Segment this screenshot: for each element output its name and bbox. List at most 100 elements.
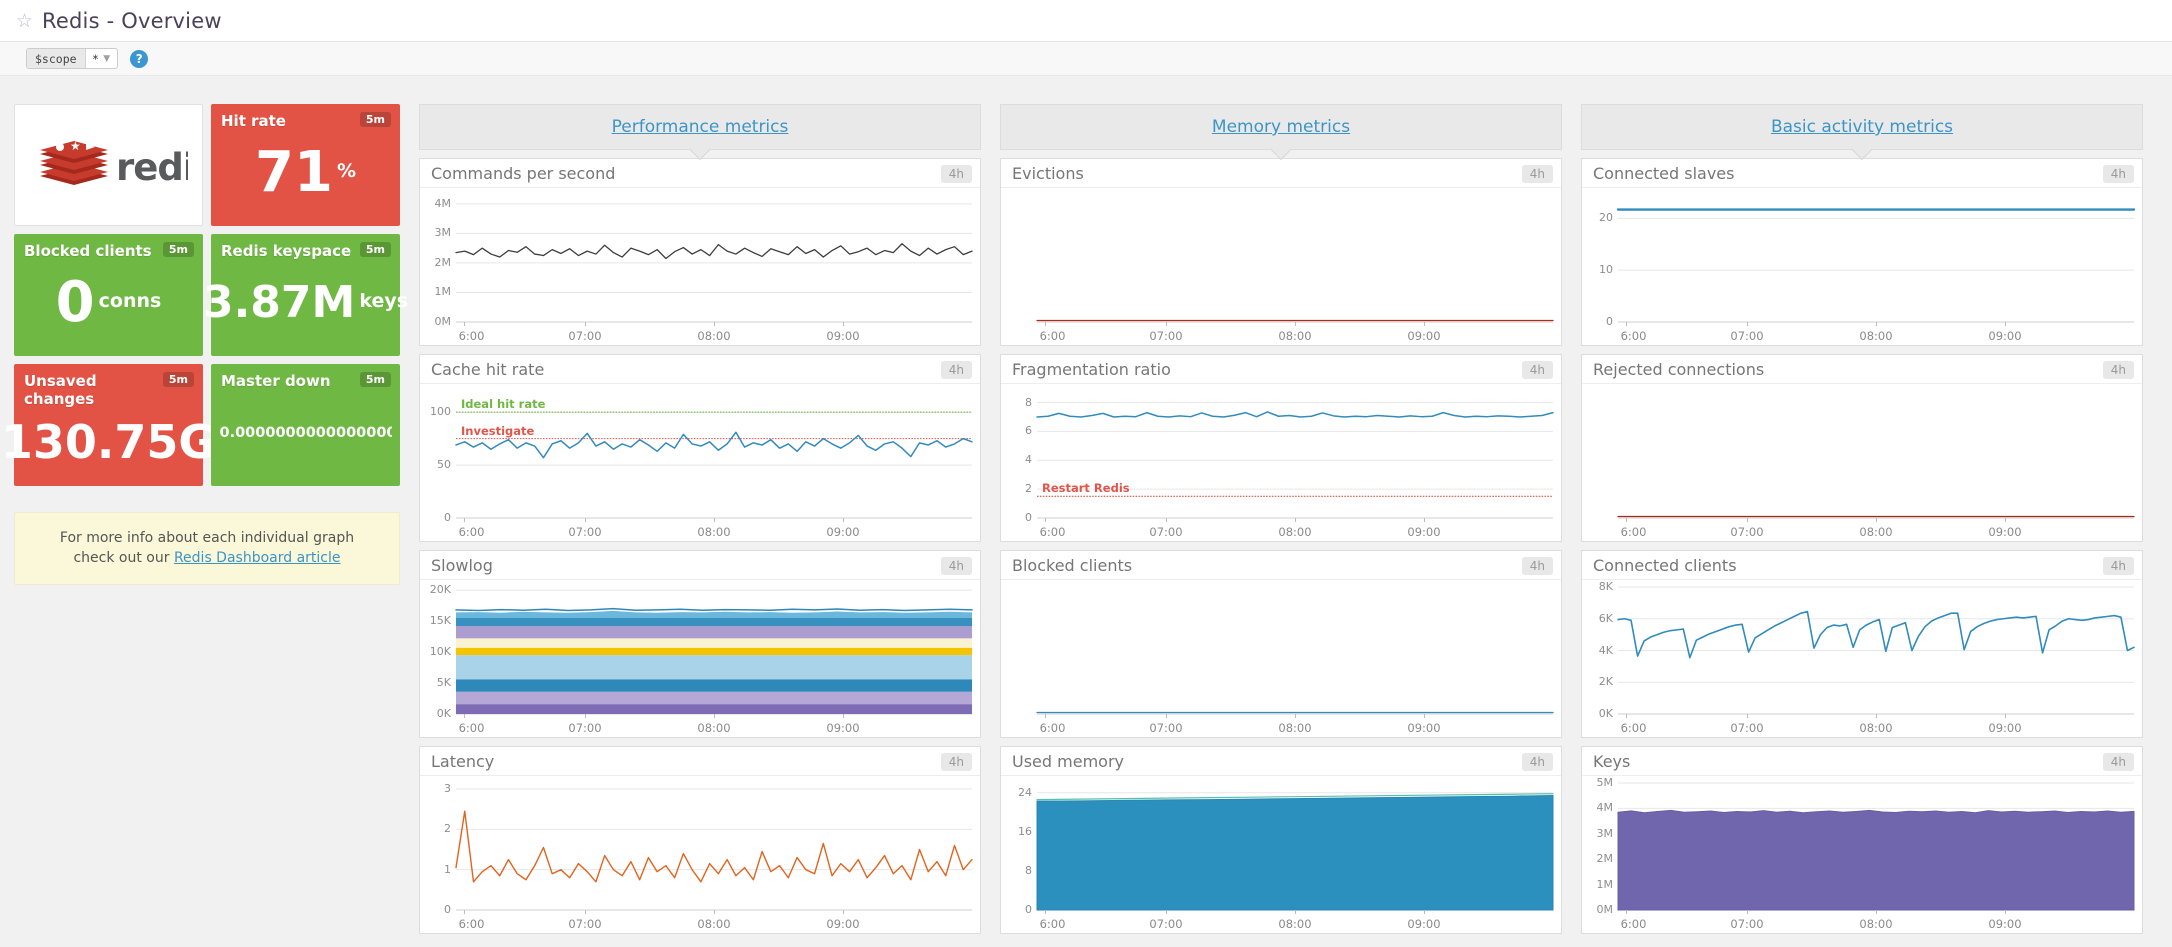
favorite-star-icon[interactable]: ☆ [16,9,34,32]
x-axis-tick-label: 07:00 [568,721,602,735]
tile-value: 3.87M [202,277,356,328]
column-activity: Basic activity metrics Connected slaves … [1581,104,2143,934]
help-icon[interactable]: ? [130,49,149,68]
y-axis-tick-label: 0 [1606,315,1613,328]
y-axis-tick-label: 3M [1596,826,1614,840]
timeframe-badge: 4h [1521,556,1553,575]
x-axis-tick [1044,714,1046,718]
y-axis-tick-label: 1M [1596,877,1614,891]
y-axis-tick-label: 100 [430,405,451,419]
chart-panel-rejected-connections: Rejected connections 4h 6:00 07:00 08:00 09… [1581,354,2143,542]
chart-plot-rejected-connections[interactable]: 6:00 07:00 08:00 09:00 [1582,384,2142,541]
x-axis-tick-label: 6:00 [1039,917,1066,931]
basic-activity-metrics-link[interactable]: Basic activity metrics [1770,117,1954,137]
timeframe-badge: 4h [940,752,972,771]
timeframe-badge: 4h [1521,360,1553,379]
info-note: For more info about each individual grap… [14,512,400,585]
x-axis-tick [585,518,586,522]
dashboard-content: ★ redis Hit rate 5m 71 % Blocked clients… [0,76,2172,934]
x-axis-tick-label: 09:00 [1407,917,1441,931]
chart-plot-keys[interactable]: 0M 1M 2M 3M 4M 5M 6:00 07:00 08:00 09:00 [1582,776,2142,933]
x-axis-tick [1295,714,1296,718]
marker-label: Restart Redis [1042,481,1130,496]
x-axis-tick [2005,322,2006,326]
x-axis-tick [1166,518,1167,522]
x-axis-tick-label: 6:00 [1620,525,1647,539]
header-notch [689,138,711,161]
chart-plot-evictions[interactable]: 6:00 07:00 08:00 09:00 [1001,188,1561,345]
x-axis-tick [1044,518,1046,522]
chart-plot-slowlog[interactable]: 0K 5K 10K 15K 20K 6:00 07:00 08:00 09:00 [420,580,980,737]
y-axis-tick-label: 0M [1596,903,1614,916]
tile-value: 130.75G [0,415,217,469]
chart-plot-commands-per-second[interactable]: 0M 1M 2M 3M 4M 6:00 07:00 08:00 09:00 [420,188,980,345]
x-axis-tick-label: 6:00 [1620,329,1647,343]
x-axis-tick-label: 08:00 [1859,721,1893,735]
memory-metrics-link[interactable]: Memory metrics [1211,117,1351,137]
x-axis-tick [843,910,844,914]
y-axis-tick-label: 2 [444,822,451,836]
chart-plot-blocked-clients[interactable]: 6:00 07:00 08:00 09:00 [1001,580,1561,737]
x-axis-tick [1625,322,1627,326]
title-bar: ☆ Redis - Overview [0,0,2172,42]
chart-plot-cache-hit-rate[interactable]: 0 50 100 Ideal hit rate Investigate 6:00 07:00… [420,384,980,541]
tile-timeframe-badge: 5m [162,242,194,257]
scope-variable-selector[interactable]: $scope * ▼ [26,48,119,69]
y-axis-tick-label: 0 [1025,903,1032,916]
x-axis-tick [1295,518,1296,522]
x-axis-tick [1424,322,1425,326]
tile-blocked-clients: Blocked clients 5m 0 conns [14,234,203,356]
x-axis-tick [714,714,715,718]
x-axis-tick-label: 6:00 [458,329,485,343]
performance-metrics-link[interactable]: Performance metrics [611,117,789,137]
x-axis-tick-label: 07:00 [568,917,602,931]
y-axis-tick-label: 8K [1598,580,1613,593]
x-axis-tick-label: 09:00 [1407,721,1441,735]
chart-panel-latency: Latency 4h 0 1 2 3 6:00 07:00 08:00 09:00 [419,746,981,934]
x-axis-tick [1166,910,1167,914]
chart-plot-connected-slaves[interactable]: 0 10 20 6:00 07:00 08:00 09:00 [1582,188,2142,345]
y-axis-tick-label: 0K [1598,707,1613,720]
y-axis-tick-label: 4M [1596,801,1614,815]
tile-unit: conns [98,289,162,312]
x-axis-tick [585,322,586,326]
x-axis-tick [1876,714,1877,718]
chart-title: Commands per second [431,164,616,183]
timeframe-badge: 4h [2102,752,2134,771]
x-axis-tick [843,714,844,718]
x-axis-tick-label: 08:00 [1278,917,1312,931]
redis-dashboard-article-link[interactable]: Redis Dashboard article [173,550,341,567]
chart-panel-connected-clients: Connected clients 4h 0K 2K 4K 6K 8K 6:00 07:00… [1581,550,2143,738]
redis-logo-tile: ★ redis [14,104,203,226]
chart-plot-used-memory[interactable]: 0 8 16 24 6:00 07:00 08:00 09:00 [1001,776,1561,933]
y-axis-tick-label: 8 [1025,863,1032,877]
chart-panel-commands-per-second: Commands per second 4h 0M 1M 2M 3M 4M 6:00 07:… [419,158,981,346]
column-header-activity: Basic activity metrics [1581,104,2143,161]
chart-plot-latency[interactable]: 0 1 2 3 6:00 07:00 08:00 09:00 [420,776,980,933]
x-axis-tick [2005,518,2006,522]
star-shape: ★ [70,139,81,153]
chart-plot-fragmentation-ratio[interactable]: 0 2 4 6 8 Restart Redis 6:00 07:00 08:00 09:00 [1001,384,1561,541]
tile-timeframe-badge: 5m [162,372,194,387]
scope-variable-label: $scope [27,49,86,68]
x-axis-tick-label: 07:00 [1149,525,1183,539]
x-axis-tick-label: 09:00 [826,721,860,735]
tile-timeframe-badge: 5m [359,372,391,387]
x-axis-tick-label: 6:00 [1039,721,1066,735]
chart-title: Connected slaves [1593,164,1735,183]
chart-plot-connected-clients[interactable]: 0K 2K 4K 6K 8K 6:00 07:00 08:00 09:00 [1582,580,2142,737]
chart-panel-slowlog: Slowlog 4h 0K 5K 10K 15K 20K 6:00 07:00 08:00 09… [419,550,981,738]
scope-variable-value[interactable]: * ▼ [86,49,118,68]
y-axis-tick-label: 4M [434,196,452,210]
tile-master-down: Master down 5m 0.000000000000000000 … [211,364,400,486]
x-axis-tick [2005,910,2006,914]
note-line2-prefix: check out our [73,550,174,567]
x-axis-tick [1876,322,1877,326]
chart-title: Blocked clients [1012,556,1133,575]
x-axis-tick [585,910,586,914]
y-axis-tick-label: 50 [437,458,451,472]
tile-label: Master down [221,372,331,390]
tile-unit: % [336,159,356,182]
x-axis-tick-label: 6:00 [1620,721,1647,735]
chart-panel-connected-slaves: Connected slaves 4h 0 10 20 6:00 07:00 08:00 0… [1581,158,2143,346]
